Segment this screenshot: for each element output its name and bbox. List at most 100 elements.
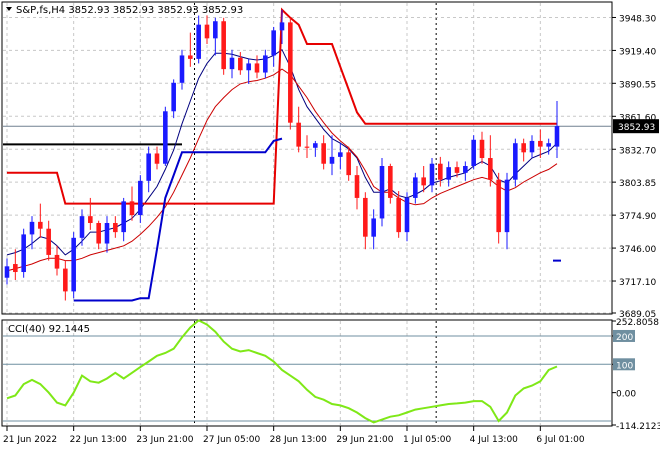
candle-body — [296, 122, 301, 147]
price-grid — [3, 3, 611, 314]
y-tick-label: 3803.85 — [619, 179, 656, 189]
cci-y-tick-label: 252.8058 — [616, 318, 659, 328]
candle-body — [379, 166, 385, 219]
candle-body — [246, 63, 251, 71]
slow-ma-line — [6, 68, 558, 272]
candle-body — [71, 237, 76, 292]
x-tick-label: 1 Jul 05:00 — [403, 435, 452, 445]
y-tick-label: 3861.60 — [619, 113, 656, 123]
candle-body — [213, 21, 218, 39]
candle-body — [146, 153, 151, 181]
current-price-label: 3852.93 — [618, 123, 655, 133]
price-plot-area — [3, 7, 611, 302]
collapse-arrow-icon[interactable] — [6, 7, 12, 11]
x-tick-label: 22 Jun 13:00 — [70, 435, 127, 445]
y-tick-label: 3717.10 — [619, 278, 656, 288]
candle-body — [354, 175, 360, 198]
candle-body — [554, 126, 560, 147]
candle-body — [154, 153, 160, 164]
candle-body — [4, 266, 10, 278]
y-tick-label: 3774.90 — [619, 212, 656, 222]
candle-body — [54, 254, 60, 269]
x-tick-label: 4 Jul 13:00 — [470, 435, 519, 445]
cci-plot-area — [6, 319, 558, 424]
candle-body — [438, 163, 443, 180]
candle-body — [288, 22, 293, 123]
y-tick-label: 3890.55 — [619, 80, 656, 90]
time-axis: 21 Jun 2022 22 Jun 13:00 23 Jun 21:00 27 Ju… — [3, 426, 585, 445]
candle-body — [388, 166, 393, 198]
candle-body — [46, 228, 51, 255]
candle-body — [313, 143, 318, 148]
candle-body — [446, 167, 451, 180]
candle-body — [513, 143, 518, 180]
cci-y-tick-label: -114.2123 — [616, 422, 660, 432]
candle-body — [21, 234, 26, 273]
candle-body — [204, 24, 210, 39]
candle-body — [329, 156, 335, 164]
candle-body — [263, 55, 268, 73]
candle-body — [529, 140, 535, 153]
y-tick-label: 3919.40 — [619, 47, 656, 57]
candle-body — [371, 218, 376, 237]
candle-body — [521, 143, 526, 153]
cci-level-tag — [613, 329, 635, 342]
price-axis: 3948.30 3919.40 3890.55 3861.60 3832.70 3803.… — [612, 14, 659, 320]
candle-body — [396, 197, 401, 233]
candle-body — [38, 221, 43, 229]
y-tick-label: 3832.70 — [619, 146, 656, 156]
candle-body — [496, 179, 501, 233]
cci-level-tag — [613, 358, 635, 371]
candle-body — [271, 30, 276, 56]
lower-channel-line — [73, 137, 283, 302]
x-tick-label: 28 Jun 13:00 — [270, 435, 327, 445]
x-tick-label: 27 Jun 05:00 — [203, 435, 260, 445]
cci-axis: 252.8058 200 100 0.00 -114.2123 — [612, 318, 660, 432]
x-tick-label: 29 Jun 21:00 — [336, 435, 393, 445]
candle-body — [238, 57, 243, 71]
x-tick-label: 6 Jul 01:00 — [536, 435, 585, 445]
candle-body — [504, 179, 510, 233]
candle-body — [454, 167, 460, 173]
price-panel-title: S&P,fs,H4 3852.93 3852.93 3852.93 3852.9… — [16, 5, 243, 16]
x-tick-label: 23 Jun 21:00 — [136, 435, 193, 445]
candle-body — [421, 177, 426, 186]
candle-body — [429, 163, 435, 186]
candle-body — [104, 223, 110, 244]
candle-body — [463, 166, 468, 173]
candle-body — [113, 223, 118, 233]
candle-body — [221, 21, 226, 70]
candle-body — [179, 55, 185, 83]
x-tick-label: 21 Jun 2022 — [3, 435, 57, 445]
candle-body — [96, 223, 101, 244]
cci-panel-title: CCI(40) 92.1445 — [8, 324, 90, 335]
candle-body — [346, 152, 351, 176]
candle-body — [413, 177, 418, 198]
candle-body — [538, 140, 543, 147]
candle-body — [138, 180, 143, 216]
candle-body — [338, 152, 343, 157]
cci-line — [6, 319, 558, 424]
candle-body — [13, 264, 18, 273]
candle-body — [404, 197, 410, 233]
cci-panel-frame — [1, 319, 613, 427]
candle-body — [254, 63, 260, 73]
candle-body — [129, 201, 135, 216]
candle-body — [79, 216, 85, 238]
candle-body — [171, 82, 176, 112]
candle-body — [279, 22, 285, 31]
candle-body — [188, 55, 193, 59]
upper-channel-line — [7, 7, 557, 205]
candle-body — [63, 268, 68, 292]
y-tick-label: 3689.05 — [619, 310, 656, 320]
candle-body — [363, 197, 368, 237]
candle-body — [471, 139, 476, 167]
y-tick-label: 3746.00 — [619, 245, 656, 255]
candle-body — [321, 143, 326, 164]
candle-body — [88, 216, 93, 224]
candle-body — [163, 111, 168, 164]
cci-y-tick-label: 100 — [616, 361, 633, 371]
candle-body — [304, 146, 310, 148]
candle-body — [546, 143, 551, 147]
